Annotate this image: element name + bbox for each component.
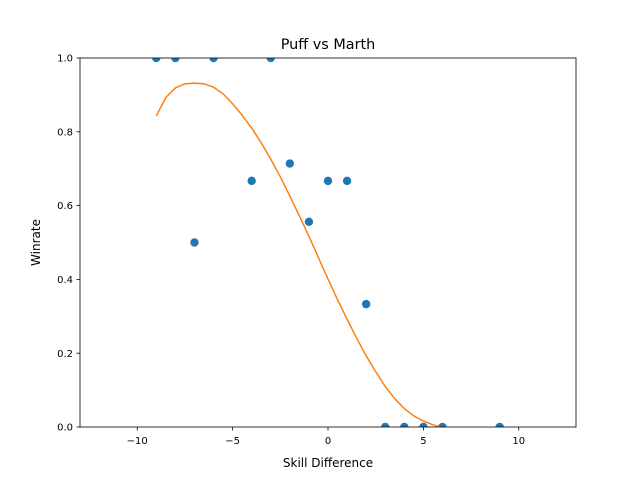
y-tick-label: 1.0 xyxy=(57,54,73,65)
fit-line xyxy=(155,82,441,427)
y-axis: 0.0 0.2 0.4 0.6 0.8 1.0 xyxy=(57,54,80,434)
scatter-point xyxy=(400,422,409,427)
x-tick-label: −5 xyxy=(225,436,240,447)
y-tick-label: 0.8 xyxy=(57,127,73,138)
plot-content xyxy=(152,58,504,427)
x-tick-label: 0 xyxy=(325,436,331,447)
scatter-point xyxy=(419,422,428,427)
scatter-point xyxy=(381,422,390,427)
scatter-point xyxy=(266,58,275,63)
y-tick-label: 0.0 xyxy=(57,423,73,434)
y-tick-label: 0.6 xyxy=(57,201,73,212)
scatter-point xyxy=(438,422,447,427)
x-axis: −10 −5 0 5 10 xyxy=(127,427,525,447)
scatter-point xyxy=(152,58,161,63)
scatter-point xyxy=(495,422,504,427)
y-axis-label: Winrate xyxy=(29,219,43,266)
scatter-point xyxy=(171,58,180,63)
y-tick-label: 0.4 xyxy=(57,275,73,286)
scatter-point xyxy=(209,58,218,63)
scatter-point xyxy=(285,159,295,168)
scatter-point xyxy=(342,176,352,186)
x-tick-label: 10 xyxy=(512,436,525,447)
y-tick-label: 0.2 xyxy=(57,349,73,360)
scatter-point xyxy=(323,176,333,186)
x-axis-label: Skill Difference xyxy=(283,456,373,470)
chart-title: Puff vs Marth xyxy=(281,37,376,53)
scatter-point xyxy=(304,217,314,227)
x-tick-label: 5 xyxy=(420,436,426,447)
scatter-point xyxy=(190,238,199,247)
scatter-point xyxy=(361,299,371,309)
scatter-point xyxy=(247,176,256,186)
x-tick-label: −10 xyxy=(127,436,148,447)
